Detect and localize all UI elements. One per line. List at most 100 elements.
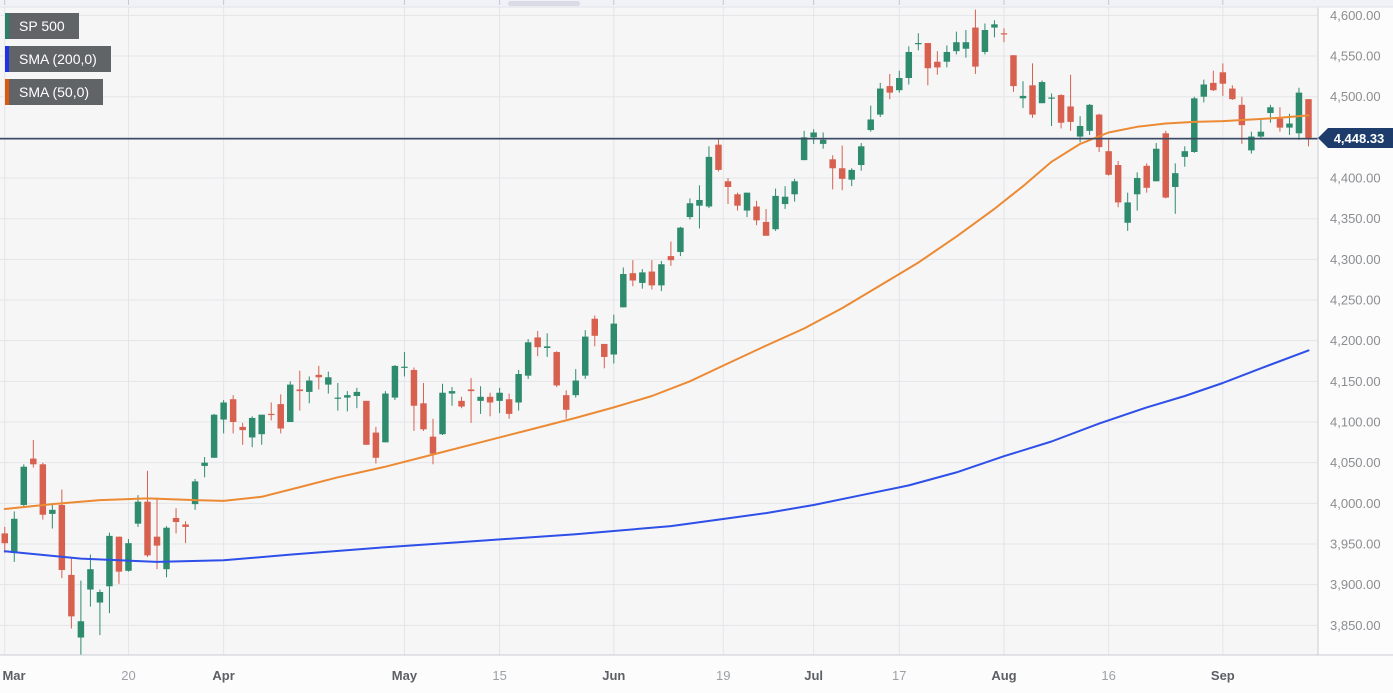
- candle[interactable]: [886, 73, 894, 100]
- candle[interactable]: [239, 422, 246, 445]
- candle[interactable]: [696, 185, 703, 229]
- candle[interactable]: [591, 315, 599, 347]
- candle[interactable]: [810, 129, 817, 144]
- candle[interactable]: [857, 143, 865, 171]
- candle[interactable]: [391, 365, 399, 401]
- candle[interactable]: [1162, 130, 1169, 199]
- candle[interactable]: [401, 352, 408, 377]
- candle[interactable]: [1067, 74, 1074, 131]
- candle[interactable]: [382, 391, 389, 443]
- candle[interactable]: [87, 554, 94, 607]
- candle[interactable]: [1019, 81, 1027, 109]
- candle[interactable]: [106, 532, 113, 614]
- candle[interactable]: [1257, 118, 1265, 139]
- candle[interactable]: [658, 260, 665, 292]
- candle[interactable]: [867, 105, 874, 132]
- candle[interactable]: [372, 426, 380, 464]
- candle[interactable]: [1076, 116, 1084, 143]
- candle[interactable]: [972, 9, 979, 74]
- candle[interactable]: [572, 369, 579, 398]
- candle[interactable]: [800, 130, 808, 161]
- candle[interactable]: [505, 393, 513, 419]
- candle[interactable]: [344, 391, 351, 412]
- candle[interactable]: [77, 580, 85, 659]
- candle[interactable]: [819, 132, 827, 149]
- candle[interactable]: [68, 557, 75, 629]
- candle[interactable]: [1057, 94, 1065, 129]
- candle[interactable]: [334, 382, 342, 411]
- candle[interactable]: [524, 339, 532, 379]
- candle[interactable]: [277, 394, 284, 434]
- candle[interactable]: [410, 367, 418, 431]
- candle[interactable]: [934, 51, 941, 75]
- h-scrollbar-thumb[interactable]: [508, 1, 580, 6]
- candle[interactable]: [753, 200, 760, 226]
- candle[interactable]: [325, 371, 332, 394]
- candle[interactable]: [1191, 96, 1198, 153]
- candle[interactable]: [667, 241, 675, 266]
- candle[interactable]: [981, 23, 989, 55]
- candle[interactable]: [248, 416, 256, 448]
- candle[interactable]: [705, 146, 713, 209]
- candle[interactable]: [515, 369, 522, 411]
- candle[interactable]: [1000, 28, 1008, 43]
- candle[interactable]: [134, 495, 142, 527]
- candle[interactable]: [287, 381, 294, 423]
- candle[interactable]: [553, 351, 560, 388]
- candle[interactable]: [1181, 146, 1189, 167]
- candle[interactable]: [363, 400, 370, 445]
- candle[interactable]: [486, 392, 494, 417]
- candle[interactable]: [724, 178, 732, 205]
- candle[interactable]: [543, 333, 551, 357]
- candle[interactable]: [315, 365, 323, 390]
- candle[interactable]: [743, 192, 751, 218]
- candle[interactable]: [791, 178, 798, 202]
- candle[interactable]: [848, 168, 855, 187]
- candle[interactable]: [420, 382, 427, 431]
- candle[interactable]: [896, 70, 903, 93]
- candle[interactable]: [1267, 104, 1274, 123]
- candle[interactable]: [229, 395, 237, 434]
- candle[interactable]: [20, 464, 28, 508]
- candle[interactable]: [30, 439, 37, 468]
- candle[interactable]: [1029, 63, 1036, 118]
- candle[interactable]: [96, 589, 104, 636]
- candle[interactable]: [1143, 163, 1150, 193]
- candle[interactable]: [458, 396, 465, 409]
- candle[interactable]: [686, 198, 694, 220]
- candle[interactable]: [1133, 172, 1141, 211]
- candle[interactable]: [534, 330, 541, 357]
- candle[interactable]: [191, 478, 199, 510]
- candle[interactable]: [1295, 87, 1303, 140]
- candle[interactable]: [467, 378, 475, 423]
- candle[interactable]: [991, 20, 998, 38]
- candle[interactable]: [1172, 163, 1179, 214]
- candle[interactable]: [49, 503, 56, 529]
- candle[interactable]: [153, 497, 161, 570]
- candle[interactable]: [267, 402, 275, 421]
- candle[interactable]: [1276, 107, 1284, 132]
- candle[interactable]: [172, 508, 180, 534]
- candle[interactable]: [439, 383, 446, 436]
- candle[interactable]: [1248, 131, 1255, 154]
- candles[interactable]: [1, 9, 1312, 659]
- candle[interactable]: [258, 414, 265, 445]
- candle[interactable]: [781, 186, 789, 209]
- candle[interactable]: [677, 226, 684, 257]
- candle[interactable]: [562, 390, 570, 419]
- candle[interactable]: [496, 387, 503, 414]
- candle[interactable]: [715, 138, 722, 172]
- candle[interactable]: [1095, 113, 1103, 153]
- candle[interactable]: [1124, 192, 1131, 231]
- candle[interactable]: [915, 33, 922, 51]
- candle[interactable]: [1, 526, 8, 553]
- candle[interactable]: [144, 470, 151, 558]
- candle[interactable]: [601, 343, 608, 369]
- candle[interactable]: [125, 539, 132, 572]
- candle[interactable]: [582, 330, 589, 379]
- candle[interactable]: [448, 387, 456, 406]
- candle[interactable]: [210, 413, 218, 458]
- candle[interactable]: [1200, 79, 1208, 103]
- candle[interactable]: [905, 46, 913, 85]
- legend-item-sma50[interactable]: SMA (50,0): [5, 79, 104, 105]
